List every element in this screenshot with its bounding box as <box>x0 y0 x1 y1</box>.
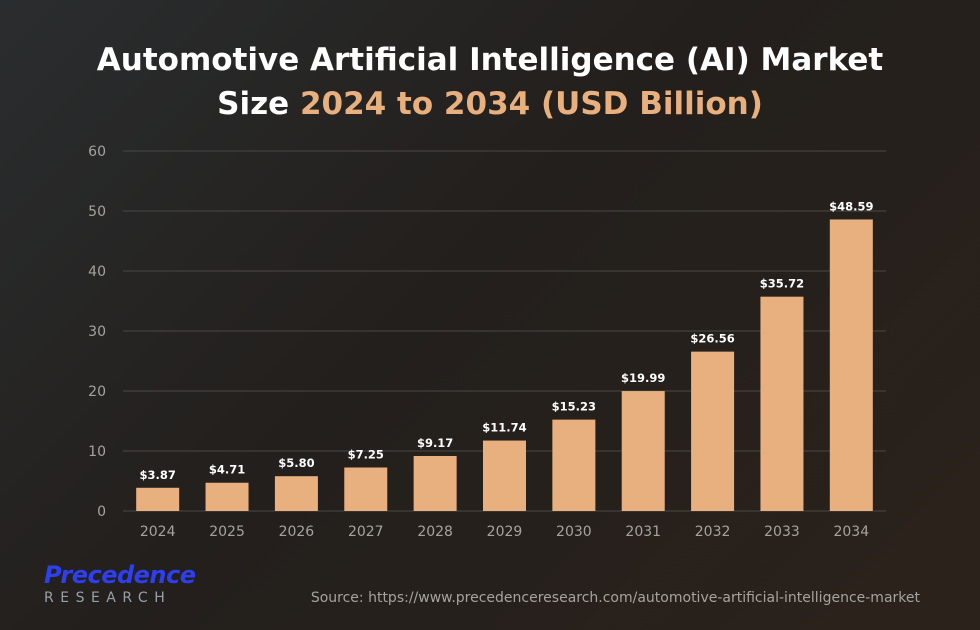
bar <box>760 296 804 511</box>
bar <box>691 351 735 511</box>
bar-value-label: $26.56 <box>690 332 734 346</box>
x-tick-label: 2026 <box>279 524 315 540</box>
title-line-1: Automotive Artificial Intelligence (AI) … <box>96 42 884 78</box>
x-tick-label: 2031 <box>625 524 661 540</box>
bar-value-label: $19.99 <box>621 371 665 385</box>
bar <box>413 455 457 511</box>
bar-value-label: $35.72 <box>760 277 804 291</box>
x-tick-label: 2028 <box>417 524 453 540</box>
x-tick-label: 2024 <box>140 524 176 540</box>
bar-value-label: $7.25 <box>348 448 384 462</box>
bar-value-label: $9.17 <box>417 436 453 450</box>
bar <box>205 482 249 511</box>
bar <box>829 219 873 511</box>
x-tick-label: 2033 <box>764 524 800 540</box>
title-line-2-prefix: Size <box>217 86 300 122</box>
x-tick-label: 2032 <box>695 524 731 540</box>
logo-subtitle: RESEARCH <box>44 590 172 606</box>
y-tick-label: 60 <box>88 144 106 160</box>
bar <box>483 440 526 511</box>
y-tick-label: 10 <box>88 444 106 460</box>
y-tick-label: 20 <box>88 384 106 400</box>
precedence-research-logo: Precedence RESEARCH <box>44 562 196 608</box>
y-tick-label: 40 <box>88 264 106 280</box>
bar <box>621 391 665 511</box>
bar-value-label: $4.71 <box>209 463 245 477</box>
chart-title: Automotive Artificial Intelligence (AI) … <box>0 38 980 126</box>
bar-value-label: $11.74 <box>482 421 526 435</box>
bar-value-label: $48.59 <box>829 199 873 213</box>
source-text: Source: https://www.precedenceresearch.c… <box>310 590 920 606</box>
x-tick-label: 2025 <box>209 524 245 540</box>
x-tick-label: 2029 <box>487 524 523 540</box>
bar <box>136 487 180 511</box>
x-tick-label: 2034 <box>833 524 869 540</box>
y-tick-label: 0 <box>97 504 106 520</box>
bar <box>274 476 318 511</box>
bar <box>344 467 388 511</box>
x-tick-label: 2027 <box>348 524 384 540</box>
y-tick-label: 50 <box>88 204 106 220</box>
bar-value-label: $3.87 <box>139 468 175 482</box>
bar <box>552 419 596 511</box>
title-highlight: 2024 to 2034 (USD Billion) <box>299 86 763 122</box>
x-tick-label: 2030 <box>556 524 592 540</box>
y-tick-label: 30 <box>88 324 106 340</box>
bar-value-label: $5.80 <box>278 456 314 470</box>
logo-wordmark: Precedence <box>44 561 196 589</box>
bar-value-label: $15.23 <box>552 400 596 414</box>
title-line-2: Size 2024 to 2034 (USD Billion) <box>0 82 980 126</box>
